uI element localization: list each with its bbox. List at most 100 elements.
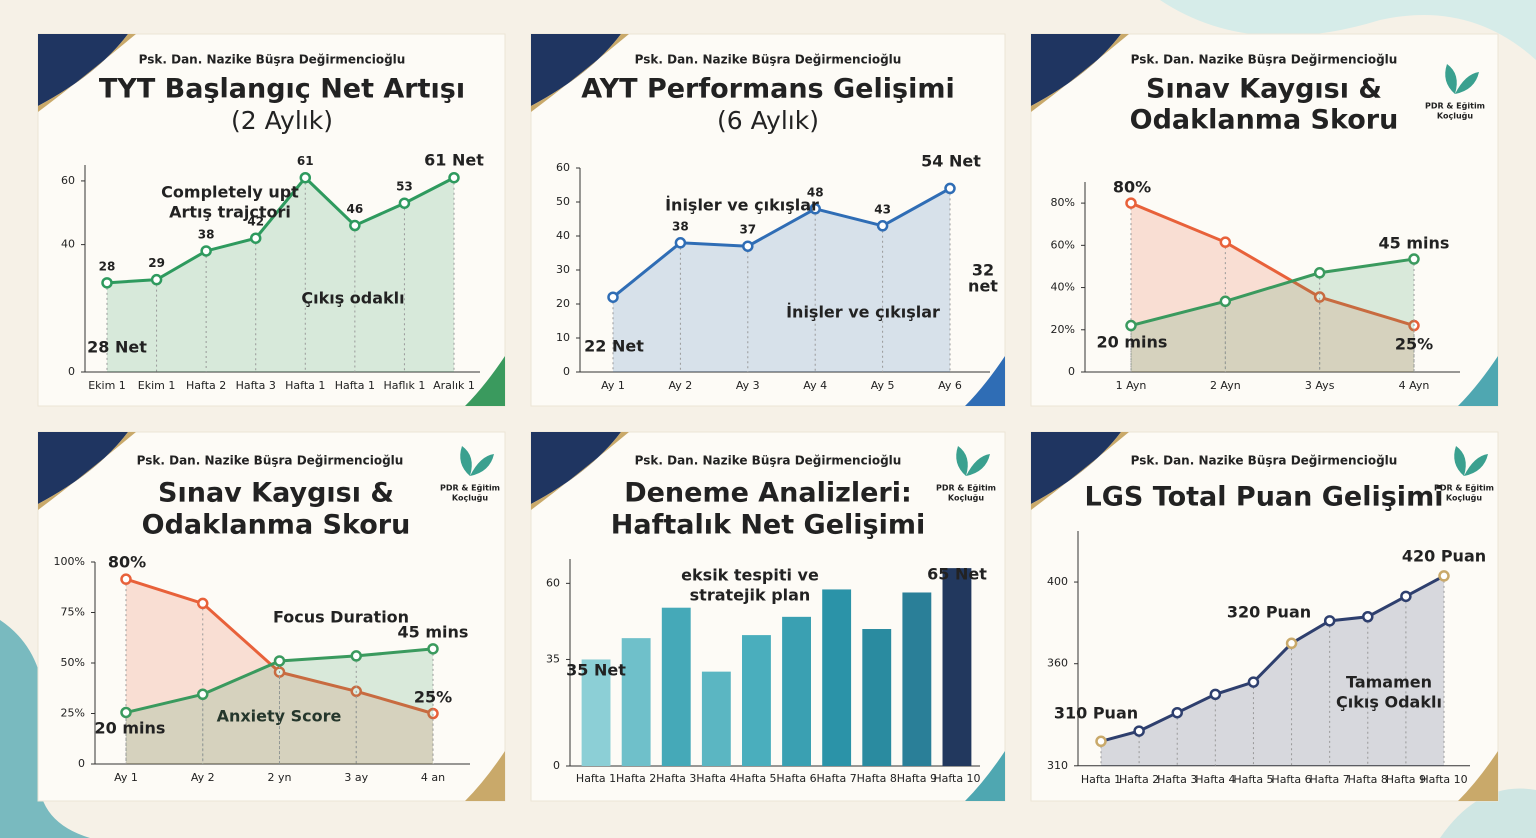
chart-subtitle: (6 Aylık)	[717, 106, 819, 135]
bar	[942, 568, 972, 766]
y-tick-label: 80%	[1051, 196, 1075, 209]
x-tick-label: Ay 2	[191, 771, 215, 784]
point	[120, 706, 132, 719]
annotation: eksik tespiti ve	[681, 566, 819, 585]
bar	[822, 589, 852, 766]
point	[1095, 735, 1107, 748]
author: Psk. Dan. Nazike Büşra Değirmencioğlu	[635, 53, 902, 67]
y-tick-label: 360	[1047, 657, 1068, 670]
corner-decor	[531, 34, 629, 112]
x-tick-label: 2 Ayn	[1210, 379, 1241, 392]
x-tick-label: Hafta 5	[1233, 773, 1273, 786]
x-tick-label: Hafta 1	[335, 379, 375, 392]
corner-decor	[1031, 432, 1121, 504]
bar	[862, 629, 892, 766]
x-tick-label: Hafta 6	[776, 772, 816, 785]
x-tick-label: Hafta 3	[236, 379, 276, 392]
x-tick-label: Haflık 1	[383, 379, 425, 392]
value-label: 48	[807, 185, 824, 199]
corner-decor	[1031, 34, 1129, 112]
point	[944, 182, 956, 195]
point	[1313, 267, 1326, 279]
panel	[37, 431, 506, 802]
x-tick-label: Hafta 1	[576, 772, 616, 785]
point	[876, 220, 889, 232]
y-tick-label: 60	[556, 161, 570, 174]
y-tick-label: 50%	[61, 656, 85, 669]
annotation: Completely upt	[161, 183, 299, 202]
x-tick-label: Hafta 5	[736, 772, 776, 785]
y-tick-label: 35	[546, 652, 560, 665]
x-tick-label: Ekim 1	[138, 379, 176, 392]
point	[273, 655, 286, 667]
point	[1247, 676, 1260, 688]
point	[101, 277, 113, 289]
chart-subtitle: (2 Aylık)	[231, 106, 333, 135]
decor	[0, 620, 90, 838]
series-line	[1130, 257, 1415, 328]
author: Psk. Dan. Nazike Büşra Değirmencioğlu	[635, 454, 902, 468]
bar	[581, 659, 611, 766]
annotation: 65 Net	[927, 565, 987, 584]
chart-panel: Psk. Dan. Nazike Büşra Değirmencioğlu TYT…	[37, 33, 506, 407]
y-tick-label: 75%	[61, 606, 85, 619]
y-tick-label: 0	[1068, 365, 1075, 378]
x-tick-label: 4 an	[421, 771, 445, 784]
x-tick-label: Ay 5	[871, 379, 895, 392]
annotation: 20 mins	[95, 719, 166, 738]
point	[120, 573, 132, 585]
point	[349, 219, 361, 232]
point	[1400, 590, 1412, 603]
annotation: 80%	[1113, 178, 1151, 197]
corner-decor	[531, 34, 621, 106]
x-tick-label: Hafta 2	[616, 772, 656, 785]
x-tick-label: Hafta 6	[1271, 773, 1311, 786]
logo-text: Koçluğu	[452, 494, 488, 503]
annotation: 45 mins	[1379, 234, 1450, 253]
y-tick-label: 0	[563, 365, 570, 378]
annotation: Tamamen	[1346, 673, 1432, 692]
x-tick-label: Hafta 10	[933, 772, 980, 785]
x-tick-label: Ay 4	[803, 379, 827, 392]
point	[150, 273, 163, 286]
series-line	[1130, 201, 1415, 327]
corner-decor	[38, 34, 128, 106]
chart-title: Odaklanma Skoru	[1130, 105, 1399, 136]
bar	[701, 671, 731, 766]
point	[674, 237, 687, 249]
panel	[530, 33, 1006, 407]
y-tick-label: 60	[546, 576, 560, 589]
series-line	[1100, 574, 1445, 743]
x-tick-label: Hafta 2	[1119, 773, 1159, 786]
logo-text: Koçluğu	[1437, 112, 1473, 121]
chart-title: Sınav Kaygısı &	[158, 478, 394, 509]
logo-leaf	[1454, 446, 1488, 476]
point	[200, 245, 212, 257]
value-label: 28	[99, 259, 116, 273]
point	[1438, 570, 1450, 582]
bar	[621, 638, 651, 766]
x-tick-label: Ay 1	[114, 771, 138, 784]
annotation: Çıkış Odaklı	[1336, 693, 1442, 712]
corner-decor	[465, 356, 505, 406]
y-tick-label: 0	[68, 365, 75, 378]
bar	[661, 607, 691, 766]
y-tick-label: 40%	[1051, 281, 1075, 294]
y-tick-label: 0	[553, 759, 560, 772]
value-label: 53	[396, 180, 413, 194]
x-tick-label: Hafta 8	[857, 772, 897, 785]
value-label: 38	[198, 227, 215, 241]
x-tick-label: Hafta 3	[1157, 773, 1197, 786]
series-name: Focus Duration	[273, 608, 409, 627]
area	[107, 177, 454, 372]
chart-panel: Psk. Dan. Nazike Büşra Değirmencioğlu LGS…	[1030, 431, 1499, 802]
chart-panel: Psk. Dan. Nazike Büşra Değirmencioğlu Sın…	[1030, 33, 1499, 407]
logo-text: Koçluğu	[948, 494, 984, 503]
point	[1362, 611, 1374, 623]
corner-decor	[38, 34, 136, 112]
annotation: 25%	[1395, 335, 1433, 354]
y-tick-label: 400	[1047, 575, 1068, 588]
chart-title: Sınav Kaygısı &	[1146, 74, 1382, 105]
y-tick-label: 30	[556, 263, 570, 276]
area	[1101, 575, 1444, 766]
